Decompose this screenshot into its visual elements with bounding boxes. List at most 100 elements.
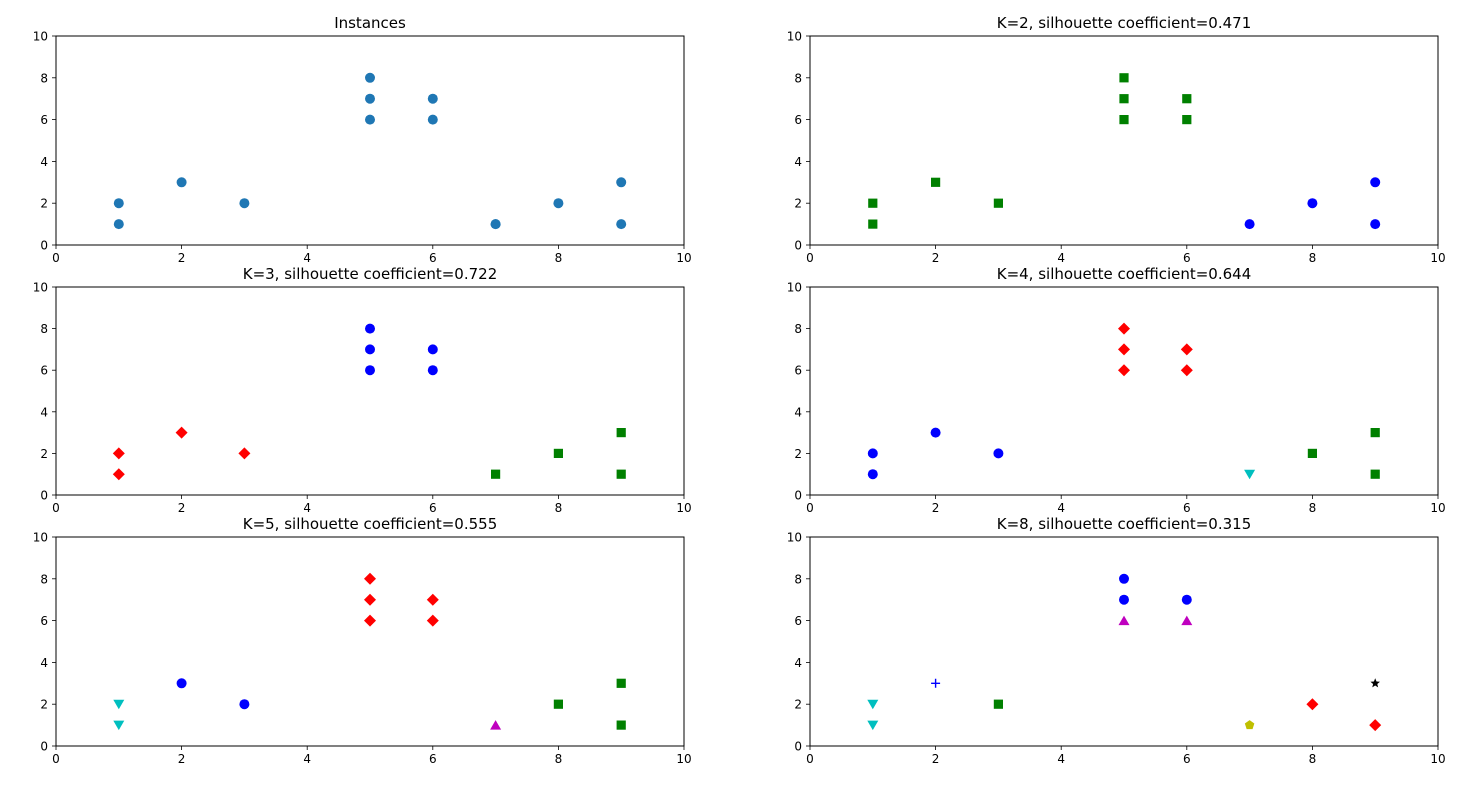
x-tick-label: 0 [806, 501, 814, 515]
x-tick-label: 2 [932, 251, 940, 265]
y-tick-label: 8 [40, 322, 48, 336]
x-tick-label: 8 [1309, 501, 1317, 515]
data-point [868, 198, 878, 208]
y-tick-label: 4 [40, 656, 48, 670]
subplot-4: K=4, silhouette coefficient=0.644 0 2 4 6 8 10… [787, 265, 1446, 515]
data-point [993, 198, 1003, 208]
y-tick-label: 6 [794, 364, 802, 378]
x-tick-label: 0 [52, 752, 60, 766]
y-tick-label: 0 [40, 489, 48, 503]
data-point [365, 93, 375, 104]
y-tick-label: 2 [40, 447, 48, 461]
y-tick-label: 10 [787, 281, 802, 295]
data-point [867, 699, 879, 710]
data-point [1119, 115, 1129, 125]
data-point [1370, 177, 1381, 188]
data-point [427, 344, 438, 355]
data-point [112, 468, 125, 481]
data-point [364, 614, 376, 627]
x-tick-label: 2 [932, 752, 940, 766]
subplot-title: K=3, silhouette coefficient=0.722 [243, 265, 498, 283]
data-point [931, 678, 941, 688]
data-point [365, 344, 375, 355]
data-point [426, 593, 439, 606]
y-tick-label: 4 [794, 656, 802, 670]
x-tick-label: 4 [303, 251, 311, 265]
x-tick-label: 4 [1057, 251, 1065, 265]
x-tick-label: 4 [303, 501, 311, 515]
data-point [427, 114, 438, 125]
data-point [426, 614, 439, 627]
axes-frame [55, 536, 685, 747]
data-point [1370, 428, 1380, 438]
data-point [113, 720, 125, 731]
y-tick-label: 2 [794, 197, 802, 211]
y-tick-label: 2 [794, 447, 802, 461]
scatter-series-2 [931, 678, 941, 688]
scatter-series-5 [1118, 615, 1193, 626]
data-point [364, 593, 376, 606]
scatter-series-1 [867, 699, 879, 731]
scatter-series-3 [993, 699, 1003, 709]
x-tick-label: 10 [676, 752, 691, 766]
data-point [1118, 615, 1130, 626]
data-point [553, 198, 564, 209]
y-tick-label: 10 [787, 531, 802, 545]
axes-frame [809, 286, 1439, 496]
y-tick-label: 8 [794, 572, 802, 586]
subplot-2: K=2, silhouette coefficient=0.471 0 2 4 6 8 10… [787, 14, 1446, 265]
data-point [616, 428, 626, 438]
scatter-series-1 [867, 427, 1004, 480]
scatter-series-4 [1119, 573, 1192, 605]
data-point [490, 720, 502, 730]
scatter-series-1 [868, 73, 1192, 229]
y-tick-label: 4 [40, 405, 48, 419]
y-tick-label: 8 [40, 572, 48, 586]
data-point [1119, 594, 1129, 605]
subplot-title: K=5, silhouette coefficient=0.555 [243, 515, 498, 533]
y-tick-label: 6 [40, 364, 48, 378]
scatter-series-1 [113, 699, 125, 731]
data-point [553, 448, 563, 458]
data-point [931, 177, 941, 187]
subplot-title: K=2, silhouette coefficient=0.471 [997, 14, 1252, 32]
scatter-series-4 [490, 720, 502, 730]
data-point [616, 219, 627, 230]
x-tick-label: 10 [1430, 251, 1445, 265]
data-point [993, 699, 1003, 709]
data-point [365, 365, 375, 376]
data-point [490, 219, 501, 230]
x-tick-label: 10 [676, 251, 691, 265]
data-point [1244, 720, 1255, 730]
scatter-series-2 [1118, 322, 1193, 377]
y-tick-label: 4 [794, 155, 802, 169]
scatter-series-1 [113, 72, 627, 230]
data-point [113, 699, 125, 710]
data-point [491, 469, 501, 479]
x-tick-label: 6 [1183, 501, 1191, 515]
subplot-5: K=5, silhouette coefficient=0.555 0 2 4 6 8 10… [33, 515, 692, 766]
x-tick-label: 2 [178, 501, 186, 515]
y-tick-label: 0 [40, 239, 48, 253]
y-tick-label: 2 [40, 698, 48, 712]
data-point [616, 678, 626, 688]
x-tick-label: 8 [555, 251, 563, 265]
x-tick-label: 10 [1430, 501, 1445, 515]
data-point [1370, 469, 1380, 479]
x-tick-label: 6 [429, 752, 437, 766]
y-tick-label: 4 [794, 405, 802, 419]
data-point [239, 699, 250, 710]
y-tick-label: 10 [33, 281, 48, 295]
x-tick-label: 0 [806, 251, 814, 265]
data-point [1244, 219, 1255, 230]
data-point [1119, 573, 1129, 584]
x-tick-label: 2 [178, 251, 186, 265]
data-point [238, 447, 251, 460]
data-point [113, 198, 124, 209]
axes-frame [55, 35, 685, 246]
y-tick-label: 10 [33, 531, 48, 545]
y-tick-label: 8 [40, 71, 48, 85]
x-tick-label: 4 [303, 752, 311, 766]
scatter-series-7 [1306, 698, 1382, 732]
